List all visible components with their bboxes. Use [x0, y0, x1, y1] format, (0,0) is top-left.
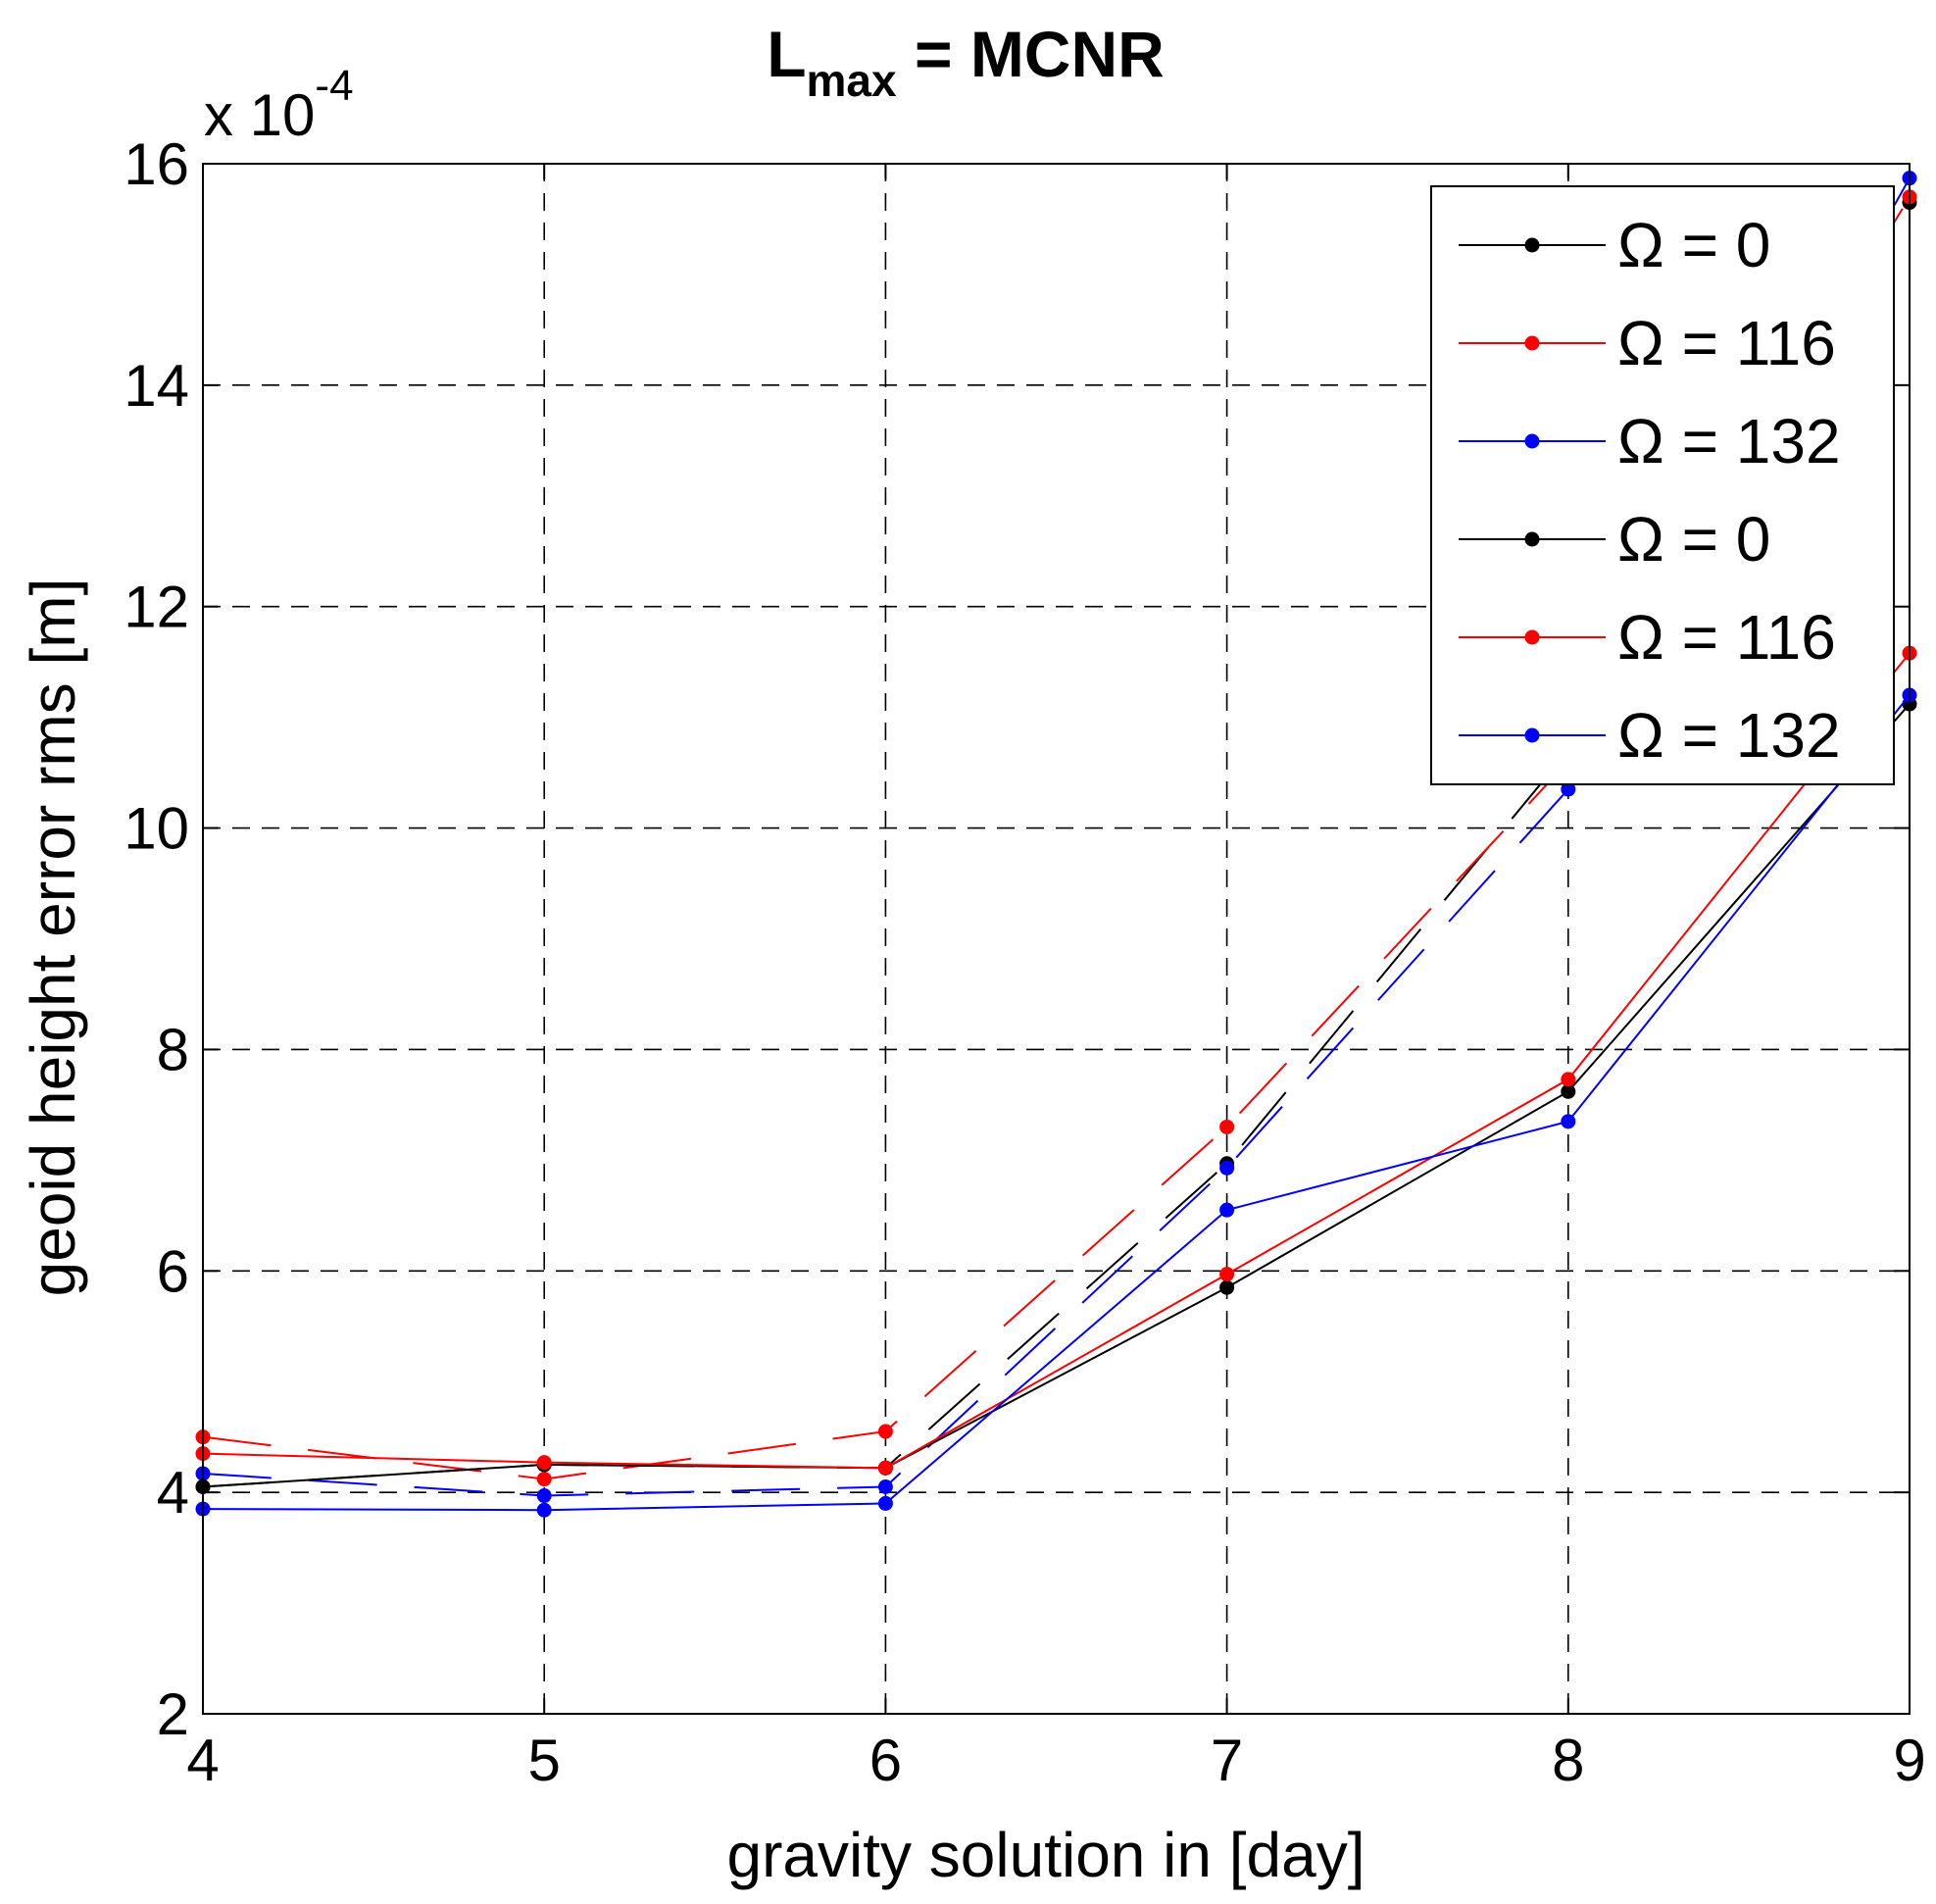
data-point	[1219, 1267, 1235, 1282]
plot-frame	[202, 163, 1911, 1715]
series-3	[195, 171, 1917, 1504]
legend: Ω = 0 Ω = 116 Ω = 132 Ω = 0 Ω = 116 Ω = 132	[1430, 185, 1895, 785]
legend-item: Ω = 132	[1459, 700, 1841, 771]
legend-swatch-marker	[1524, 531, 1540, 547]
y-exponent-prefix: x 10	[204, 82, 315, 148]
legend-label: Ω = 132	[1617, 406, 1841, 476]
legend-label: Ω = 0	[1617, 504, 1770, 575]
x-tick-label: 6	[869, 1728, 902, 1793]
legend-item: Ω = 0	[1459, 504, 1770, 575]
series-line	[202, 201, 1911, 1488]
legend-label: Ω = 132	[1617, 700, 1841, 771]
title-subscript: max	[807, 55, 897, 106]
data-point	[536, 1488, 552, 1504]
data-point	[1219, 1160, 1235, 1176]
legend-swatch-marker	[1524, 727, 1540, 743]
y-tick-label: 10	[124, 796, 189, 862]
x-tick-label: 7	[1211, 1728, 1243, 1793]
data-point	[1561, 1072, 1576, 1087]
series-line	[202, 694, 1911, 1512]
y-exponent: x 10-4	[204, 62, 354, 148]
series-6	[195, 687, 1917, 1518]
y-tick-label: 4	[157, 1460, 189, 1526]
legend-item: Ω = 116	[1459, 308, 1836, 378]
y-tick-label: 14	[124, 353, 189, 419]
y-tick-label: 2	[157, 1681, 189, 1747]
data-point	[1219, 1119, 1235, 1134]
data-point	[536, 1455, 552, 1471]
series-line	[202, 703, 1911, 1488]
x-tick-label: 5	[528, 1728, 561, 1793]
title-rest: = MCNR	[897, 18, 1165, 90]
chart-title: Lmax = MCNR	[767, 18, 1165, 106]
data-point	[877, 1495, 893, 1511]
data-point	[1219, 1202, 1235, 1218]
data-point	[877, 1424, 893, 1439]
y-exponent-power: -4	[315, 62, 353, 110]
x-tick-label: 8	[1552, 1728, 1584, 1793]
y-tick-label: 8	[157, 1017, 189, 1082]
y-tick-label: 6	[157, 1238, 189, 1304]
data-point	[877, 1460, 893, 1476]
legend-label: Ω = 116	[1617, 602, 1836, 673]
legend-swatch-marker	[1524, 237, 1540, 253]
data-point	[536, 1502, 552, 1518]
data-point	[1561, 1114, 1576, 1129]
y-tick-label: 12	[124, 575, 189, 640]
data-point	[1561, 1083, 1576, 1099]
series-line	[202, 652, 1911, 1470]
data-point	[877, 1478, 893, 1494]
legend-item: Ω = 116	[1459, 602, 1836, 673]
data-point	[1561, 781, 1576, 797]
legend-item: Ω = 0	[1459, 210, 1770, 280]
legend-swatch-marker	[1524, 629, 1540, 645]
y-tick-label: 16	[124, 131, 189, 197]
data-point	[536, 1472, 552, 1487]
legend-label: Ω = 116	[1617, 308, 1836, 378]
title-main: L	[767, 18, 806, 90]
legend-swatch-marker	[1524, 335, 1540, 351]
x-tick-label: 9	[1893, 1728, 1925, 1793]
legend-box	[1430, 185, 1895, 785]
legend-item: Ω = 132	[1459, 406, 1841, 476]
y-axis-label: geoid height error rms [m]	[18, 578, 88, 1297]
legend-label: Ω = 0	[1617, 210, 1770, 280]
data-point	[1219, 1279, 1235, 1295]
x-tick-label: 4	[186, 1728, 219, 1793]
x-axis-label: gravity solution in [day]	[727, 1820, 1365, 1890]
legend-swatch-marker	[1524, 433, 1540, 449]
